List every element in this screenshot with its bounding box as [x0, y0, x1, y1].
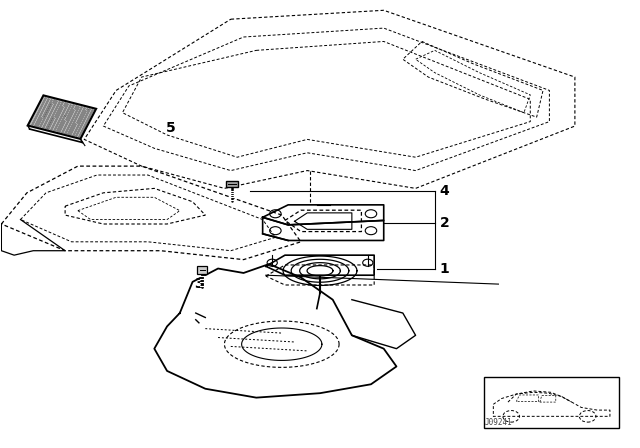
Text: 3: 3: [195, 277, 204, 291]
Text: 4: 4: [440, 184, 449, 198]
Text: J09241: J09241: [484, 418, 512, 427]
Text: 2: 2: [440, 215, 449, 230]
Bar: [484, 377, 620, 428]
Polygon shape: [197, 266, 207, 274]
Polygon shape: [28, 95, 96, 139]
Text: 5: 5: [166, 121, 175, 135]
Polygon shape: [227, 181, 238, 187]
Text: 1: 1: [440, 263, 449, 276]
